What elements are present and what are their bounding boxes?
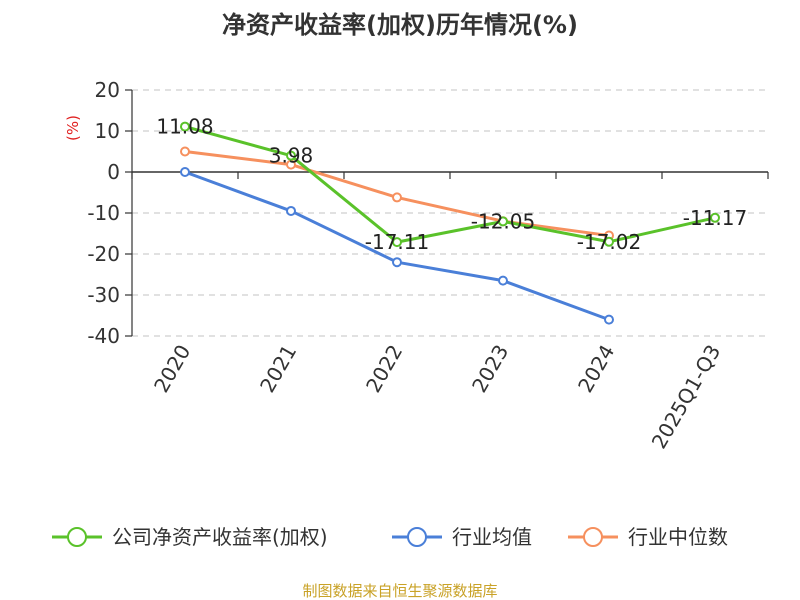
y-tick-label: -10 [87, 201, 120, 225]
legend-marker [583, 527, 603, 547]
data-point [286, 205, 296, 216]
data-point [392, 237, 402, 248]
x-tick-label: 2020 [149, 341, 195, 397]
axes [125, 89, 769, 337]
series-lines [180, 121, 720, 325]
x-tick-labels: 2020 2021 2022 2023 2024 2025Q1-Q3 [149, 341, 725, 453]
chart-title: 净资产收益率(加权)历年情况(%) [222, 11, 578, 39]
x-tick-label: 2021 [255, 341, 301, 397]
y-tick-label: -40 [87, 324, 120, 348]
series-line [184, 125, 716, 244]
data-label: -11.17 [683, 206, 747, 230]
data-point [180, 146, 190, 157]
legend-label: 行业均值 [452, 525, 532, 549]
data-point [498, 275, 508, 286]
legend-label: 公司净资产收益率(加权) [112, 525, 328, 549]
x-tick-label: 2022 [361, 341, 407, 397]
grid-lines [132, 89, 768, 337]
data-label: -17.02 [577, 230, 641, 254]
y-tick-label: 10 [95, 119, 120, 143]
source-note: 制图数据来自恒生聚源数据库 [302, 582, 497, 600]
data-point [604, 236, 614, 247]
legend-marker [407, 527, 427, 547]
data-point [392, 192, 402, 203]
legend: 公司净资产收益率(加权) 行业均值 行业中位数 [52, 525, 728, 549]
y-tick-label: -30 [87, 283, 120, 307]
legend-label: 行业中位数 [628, 525, 728, 549]
x-tick-label: 2025Q1-Q3 [647, 341, 726, 453]
y-axis-unit-label: (%) [64, 115, 82, 141]
x-tick-label: 2023 [467, 341, 513, 397]
data-labels: 11.08 3.98 -17.11 -12.05 -17.02 -11.17 [156, 115, 747, 255]
data-point [604, 314, 614, 325]
data-point [180, 167, 190, 177]
legend-marker [67, 527, 87, 547]
data-label: -17.11 [365, 230, 429, 254]
data-point [498, 216, 508, 227]
y-tick-label: 0 [107, 160, 120, 184]
y-tick-label: -20 [87, 242, 120, 266]
data-label: 11.08 [156, 115, 213, 139]
x-tick-label: 2024 [573, 341, 619, 397]
y-tick-labels: 20 10 0 -10 -20 -30 -40 [87, 78, 120, 348]
y-tick-label: 20 [95, 78, 120, 102]
data-point [392, 257, 402, 268]
data-point [180, 121, 190, 132]
data-label: 3.98 [269, 144, 314, 168]
data-point [710, 212, 720, 223]
data-point [286, 150, 296, 161]
data-label: -12.05 [471, 209, 535, 233]
